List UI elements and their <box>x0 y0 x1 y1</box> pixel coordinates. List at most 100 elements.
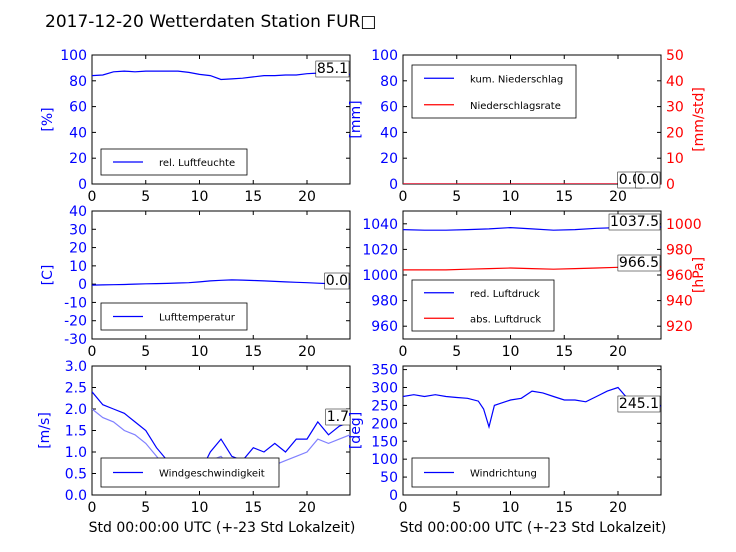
panel-winddir: 0 5 10 15 20050100150200250300350[deg]Windri… <box>348 363 662 516</box>
y2-tick-label: 40 <box>666 74 684 90</box>
y-axis-label: [%] <box>40 107 56 131</box>
x-tick-label: 20 <box>609 344 627 360</box>
annotation-box <box>635 171 661 189</box>
y-tick-label: 100 <box>371 48 398 64</box>
y-tick-label: 60 <box>380 100 398 116</box>
legend-label: red. Luftdruck <box>470 289 540 300</box>
annotation-box <box>608 213 661 231</box>
x-tick-label: 10 <box>191 500 209 516</box>
y2-axis-label: [mm/std] <box>691 87 707 152</box>
y-tick-label: 980 <box>371 294 398 310</box>
x-tick-label: 0 <box>88 344 97 360</box>
value-annotation: 0.0 <box>637 172 659 188</box>
x-tick-label: 0 <box>399 189 408 205</box>
x-tick-label: 0 <box>88 500 97 516</box>
value-annotation: 0.0 <box>326 273 348 289</box>
x-tick-label: 20 <box>298 344 316 360</box>
y-tick-label: 20 <box>380 151 398 167</box>
x-tick-label: 5 <box>452 344 461 360</box>
value-annotation: 1037.5 <box>610 214 659 230</box>
y2-tick-label: 50 <box>666 48 684 64</box>
x-tick-label: 15 <box>244 344 262 360</box>
figure-title: 2017-12-20 Wetterdaten Station FUR□ <box>45 12 376 32</box>
y-tick-label: 1.0 <box>65 445 87 461</box>
y-tick-label: 20 <box>69 151 87 167</box>
y-tick-label: 2.5 <box>65 381 87 397</box>
y-tick-label: 0.5 <box>65 467 87 483</box>
y-tick-label: 40 <box>69 204 87 220</box>
y-tick-label: 2.0 <box>65 402 87 418</box>
y-tick-label: -20 <box>64 314 87 330</box>
plot-frame <box>91 54 351 185</box>
y-tick-label: 1.5 <box>65 424 87 440</box>
x-tick-label: 20 <box>298 500 316 516</box>
panel-windspeed: 0 5 10 15 20 0.0 0.5 1.0 1.5 2.0 2.5 3.0 [m/s] Windge… <box>37 359 351 516</box>
y-tick-label: 80 <box>380 74 398 90</box>
value-annotation: 85.1 <box>317 61 348 77</box>
value-annotation: 245.1 <box>619 396 659 412</box>
y-axis-label: [m/s] <box>37 412 53 449</box>
plot-frame <box>402 365 662 496</box>
x-tick-label: 5 <box>452 500 461 516</box>
legend-label: Niederschlagsrate <box>470 101 561 112</box>
panel-humidity: 0 5 10 15 20 0 20 40 60 80 100 [%] rel. Luftfeuchte 8… <box>40 48 351 205</box>
x-tick-label: 15 <box>555 189 573 205</box>
legend-label: Windrichtung <box>470 469 537 480</box>
x-tick-label: 5 <box>141 189 150 205</box>
y2-tick-label: 1000 <box>666 217 702 233</box>
y-tick-label: 10 <box>69 259 87 275</box>
x-tick-label: 10 <box>502 500 520 516</box>
y-tick-label: 0 <box>78 277 87 293</box>
series-line <box>92 408 350 479</box>
y2-tick-label: 30 <box>666 100 684 116</box>
panel-precipitation: 0 5 10 15 20 0 20 40 60 80 100 0 10 20 30 40 50 [mm] [mm/s… <box>348 48 707 205</box>
y-tick-label: 100 <box>60 48 87 64</box>
series-line <box>403 386 661 430</box>
y-tick-label: 50 <box>380 470 398 486</box>
x-axis-label-right: Std 00:00:00 UTC (+-23 Std Lokalzeit) <box>400 520 667 536</box>
value-annotation: 1.7 <box>327 409 349 425</box>
plot-frame <box>91 210 351 340</box>
y-tick-label: 250 <box>371 398 398 414</box>
y-tick-label: 1020 <box>362 242 398 258</box>
y-tick-label: 1040 <box>362 217 398 233</box>
y-tick-label: 0.0 <box>65 488 87 504</box>
x-tick-label: 10 <box>502 344 520 360</box>
value-annotation: 0.0 <box>619 172 641 188</box>
x-tick-label: 0 <box>399 344 408 360</box>
x-tick-label: 10 <box>502 189 520 205</box>
y-tick-label: 30 <box>69 222 87 238</box>
y-tick-label: 3.0 <box>65 359 87 375</box>
y-tick-label: 1000 <box>362 268 398 284</box>
series-line <box>92 70 350 81</box>
y2-tick-label: 980 <box>666 242 693 258</box>
x-tick-label: 20 <box>609 500 627 516</box>
y-axis-label: [deg] <box>348 412 364 449</box>
x-tick-label: 0 <box>88 189 97 205</box>
value-annotation: 966.5 <box>619 255 659 271</box>
x-tick-label: 5 <box>452 189 461 205</box>
annotation-box <box>617 254 661 272</box>
y-tick-label: 300 <box>371 381 398 397</box>
y-tick-label: 60 <box>69 100 87 116</box>
y-tick-label: 0 <box>389 177 398 193</box>
legend-label: kum. Niederschlag <box>470 74 563 85</box>
y-tick-label: 80 <box>69 74 87 90</box>
x-tick-label: 15 <box>244 500 262 516</box>
y-tick-label: 200 <box>371 416 398 432</box>
x-tick-label: 20 <box>298 189 316 205</box>
y-tick-label: 0 <box>389 488 398 504</box>
y2-tick-label: 920 <box>666 319 693 335</box>
legend-box <box>411 64 577 119</box>
legend-box <box>411 279 555 332</box>
x-tick-label: 5 <box>141 500 150 516</box>
y-tick-label: 40 <box>69 125 87 141</box>
y-tick-label: 0 <box>78 177 87 193</box>
y-tick-label: 960 <box>371 319 398 335</box>
y-axis-label: [mm] <box>348 100 364 138</box>
y2-tick-label: 10 <box>666 151 684 167</box>
series-line <box>92 391 350 479</box>
x-tick-label: 10 <box>191 189 209 205</box>
series-line <box>92 279 350 286</box>
y2-tick-label: 940 <box>666 294 693 310</box>
